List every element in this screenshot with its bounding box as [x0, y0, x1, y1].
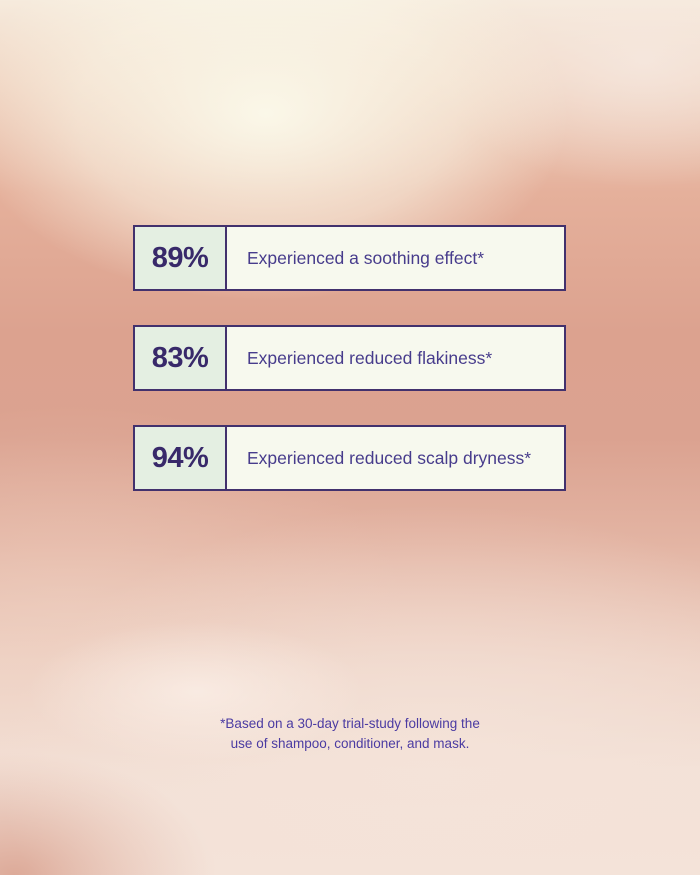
stat-row-soothing-effect: 89% Experienced a soothing effect* — [133, 225, 566, 291]
stat-value: 94% — [135, 427, 227, 489]
stat-value: 83% — [135, 327, 227, 389]
stat-row-reduced-flakiness: 83% Experienced reduced flakiness* — [133, 325, 566, 391]
stat-row-reduced-scalp-dryness: 94% Experienced reduced scalp dryness* — [133, 425, 566, 491]
trial-study-footnote: *Based on a 30-day trial-study following… — [0, 714, 700, 754]
footnote-line-1: *Based on a 30-day trial-study following… — [220, 716, 480, 731]
stat-label: Experienced reduced flakiness* — [227, 327, 564, 389]
stat-label: Experienced reduced scalp dryness* — [227, 427, 564, 489]
stat-value: 89% — [135, 227, 227, 289]
footnote-line-2: use of shampoo, conditioner, and mask. — [230, 736, 470, 751]
stats-table: 89% Experienced a soothing effect* 83% E… — [133, 225, 566, 491]
stat-label: Experienced a soothing effect* — [227, 227, 564, 289]
